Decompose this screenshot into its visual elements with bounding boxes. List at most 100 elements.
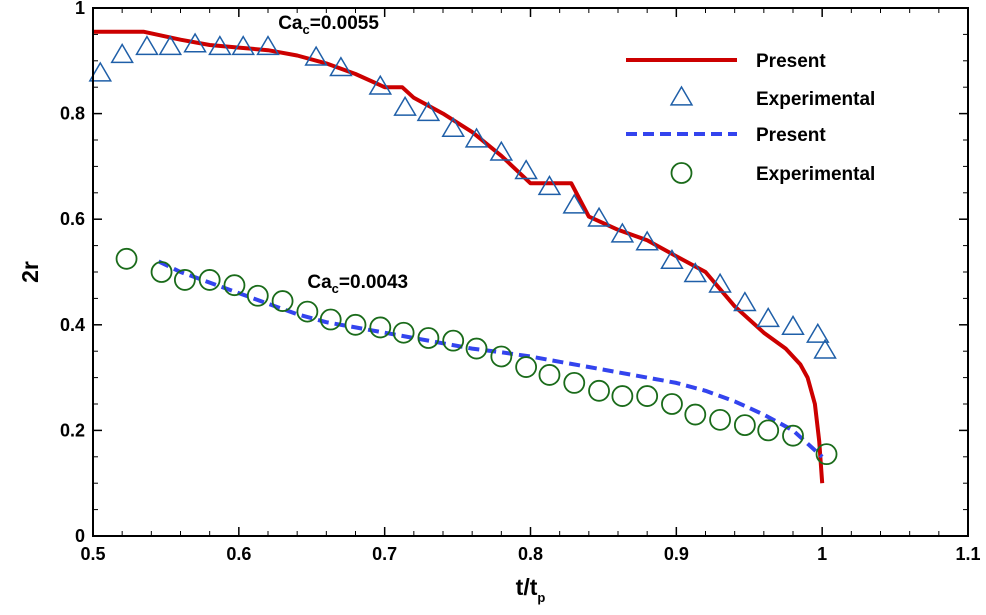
circle-marker bbox=[709, 408, 731, 431]
x-axis-title: t/tp bbox=[516, 574, 546, 605]
circle-marker bbox=[782, 424, 804, 447]
x-axis-title-main: t/t bbox=[516, 574, 538, 600]
circle-marker bbox=[369, 316, 392, 339]
triangle-marker bbox=[441, 116, 465, 138]
annotation-value: =0.0055 bbox=[310, 13, 380, 34]
circle-marker bbox=[588, 379, 610, 402]
circle-marker bbox=[296, 300, 319, 323]
triangle-marker bbox=[416, 101, 441, 122]
triangle-marker bbox=[393, 95, 417, 116]
triangle-marker bbox=[587, 206, 611, 227]
annotation-subscript: c bbox=[303, 22, 310, 37]
circle-marker bbox=[636, 385, 659, 407]
legend: Present Experimental Present Experimental bbox=[626, 51, 875, 185]
triangle-marker bbox=[813, 338, 837, 359]
circle-marker bbox=[442, 329, 465, 352]
x-tick-label: 1 bbox=[817, 544, 827, 564]
circle-marker bbox=[733, 414, 756, 437]
circle-marker bbox=[344, 313, 367, 336]
series-1-markers bbox=[88, 32, 837, 359]
annotation-subscript: c bbox=[332, 281, 339, 296]
triangle-marker bbox=[562, 193, 587, 214]
triangle-marker bbox=[304, 45, 328, 66]
circle-marker bbox=[563, 371, 586, 394]
circle-marker bbox=[611, 385, 634, 407]
triangle-marker bbox=[683, 262, 708, 283]
circle-marker bbox=[271, 290, 294, 312]
triangle-marker bbox=[756, 307, 780, 328]
x-tick-label: 1.1 bbox=[955, 544, 980, 564]
y-tick-label: 0 bbox=[75, 526, 85, 546]
triangle-marker bbox=[464, 127, 489, 148]
x-tick-label: 0.7 bbox=[372, 544, 397, 564]
circle-marker bbox=[670, 162, 693, 184]
circle-marker bbox=[173, 269, 196, 291]
plot-frame bbox=[92, 7, 969, 537]
circle-marker bbox=[150, 261, 173, 283]
annotation-ca-0055: Cac=0.0055 bbox=[278, 13, 379, 37]
triangle-marker bbox=[635, 230, 659, 251]
x-tick-label: 0.6 bbox=[226, 544, 251, 564]
triangle-marker bbox=[806, 322, 830, 343]
x-axis-title-subscript: p bbox=[537, 590, 545, 605]
y-tick-label: 0.6 bbox=[60, 209, 85, 229]
legend-label: Experimental bbox=[756, 164, 875, 185]
circle-marker bbox=[392, 321, 415, 344]
series-0-line bbox=[93, 29, 825, 484]
triangle-marker bbox=[733, 291, 757, 312]
triangle-marker bbox=[208, 35, 232, 56]
triangle-marker bbox=[708, 272, 732, 293]
circle-marker bbox=[538, 364, 561, 386]
triangle-marker bbox=[158, 35, 183, 56]
series-2-line bbox=[157, 259, 824, 459]
circle-marker bbox=[223, 274, 246, 297]
triangle-marker bbox=[368, 74, 393, 95]
triangle-marker bbox=[781, 314, 805, 336]
triangle-marker bbox=[514, 159, 538, 180]
x-tick-label: 0.9 bbox=[664, 544, 689, 564]
circle-marker bbox=[198, 269, 221, 291]
circle-marker bbox=[815, 443, 838, 466]
circle-marker bbox=[115, 247, 138, 270]
x-tick-label: 0.8 bbox=[518, 544, 543, 564]
annotation-prefix: Ca bbox=[307, 272, 332, 293]
circle-marker bbox=[465, 337, 488, 360]
triangle-marker bbox=[329, 56, 353, 77]
y-tick-label: 0.4 bbox=[60, 315, 85, 335]
y-tick-label: 0.8 bbox=[60, 104, 85, 124]
circle-marker bbox=[661, 393, 683, 415]
triangle-marker bbox=[660, 248, 684, 270]
triangle-marker bbox=[256, 35, 280, 56]
circle-marker bbox=[684, 403, 707, 426]
circle-marker bbox=[417, 327, 440, 349]
circle-marker bbox=[490, 345, 513, 368]
plot-series bbox=[88, 29, 838, 484]
triangle-marker bbox=[231, 35, 255, 56]
annotation-ca-0043: Cac=0.0043 bbox=[307, 272, 408, 296]
series-3-markers bbox=[115, 247, 838, 466]
y-axis-title: 2r bbox=[17, 261, 43, 283]
series-line bbox=[157, 259, 824, 459]
annotation-prefix: Ca bbox=[278, 13, 303, 34]
tick-labels: 0.5 0.6 0.7 0.8 0.9 1 1.1 0 0.2 0.4 0.6 0.8 1 bbox=[60, 0, 981, 564]
triangle-marker bbox=[669, 85, 694, 106]
x-tick-label: 0.5 bbox=[80, 544, 105, 564]
series-line bbox=[93, 29, 825, 484]
y-tick-label: 0.2 bbox=[60, 420, 85, 440]
triangle-marker bbox=[183, 32, 207, 53]
triangle-marker bbox=[537, 175, 562, 196]
circle-marker bbox=[246, 284, 269, 307]
triangle-marker bbox=[110, 43, 134, 64]
legend-label: Experimental bbox=[756, 89, 875, 110]
circle-marker bbox=[515, 356, 538, 378]
legend-label: Present bbox=[756, 51, 826, 72]
triangle-marker bbox=[489, 140, 514, 161]
triangle-marker bbox=[610, 222, 635, 243]
legend-label: Present bbox=[756, 125, 826, 146]
annotation-value: =0.0043 bbox=[339, 272, 408, 293]
circle-marker bbox=[319, 308, 342, 331]
triangle-marker bbox=[88, 61, 113, 82]
circle-marker bbox=[757, 419, 780, 442]
y-tick-label: 1 bbox=[75, 0, 85, 18]
